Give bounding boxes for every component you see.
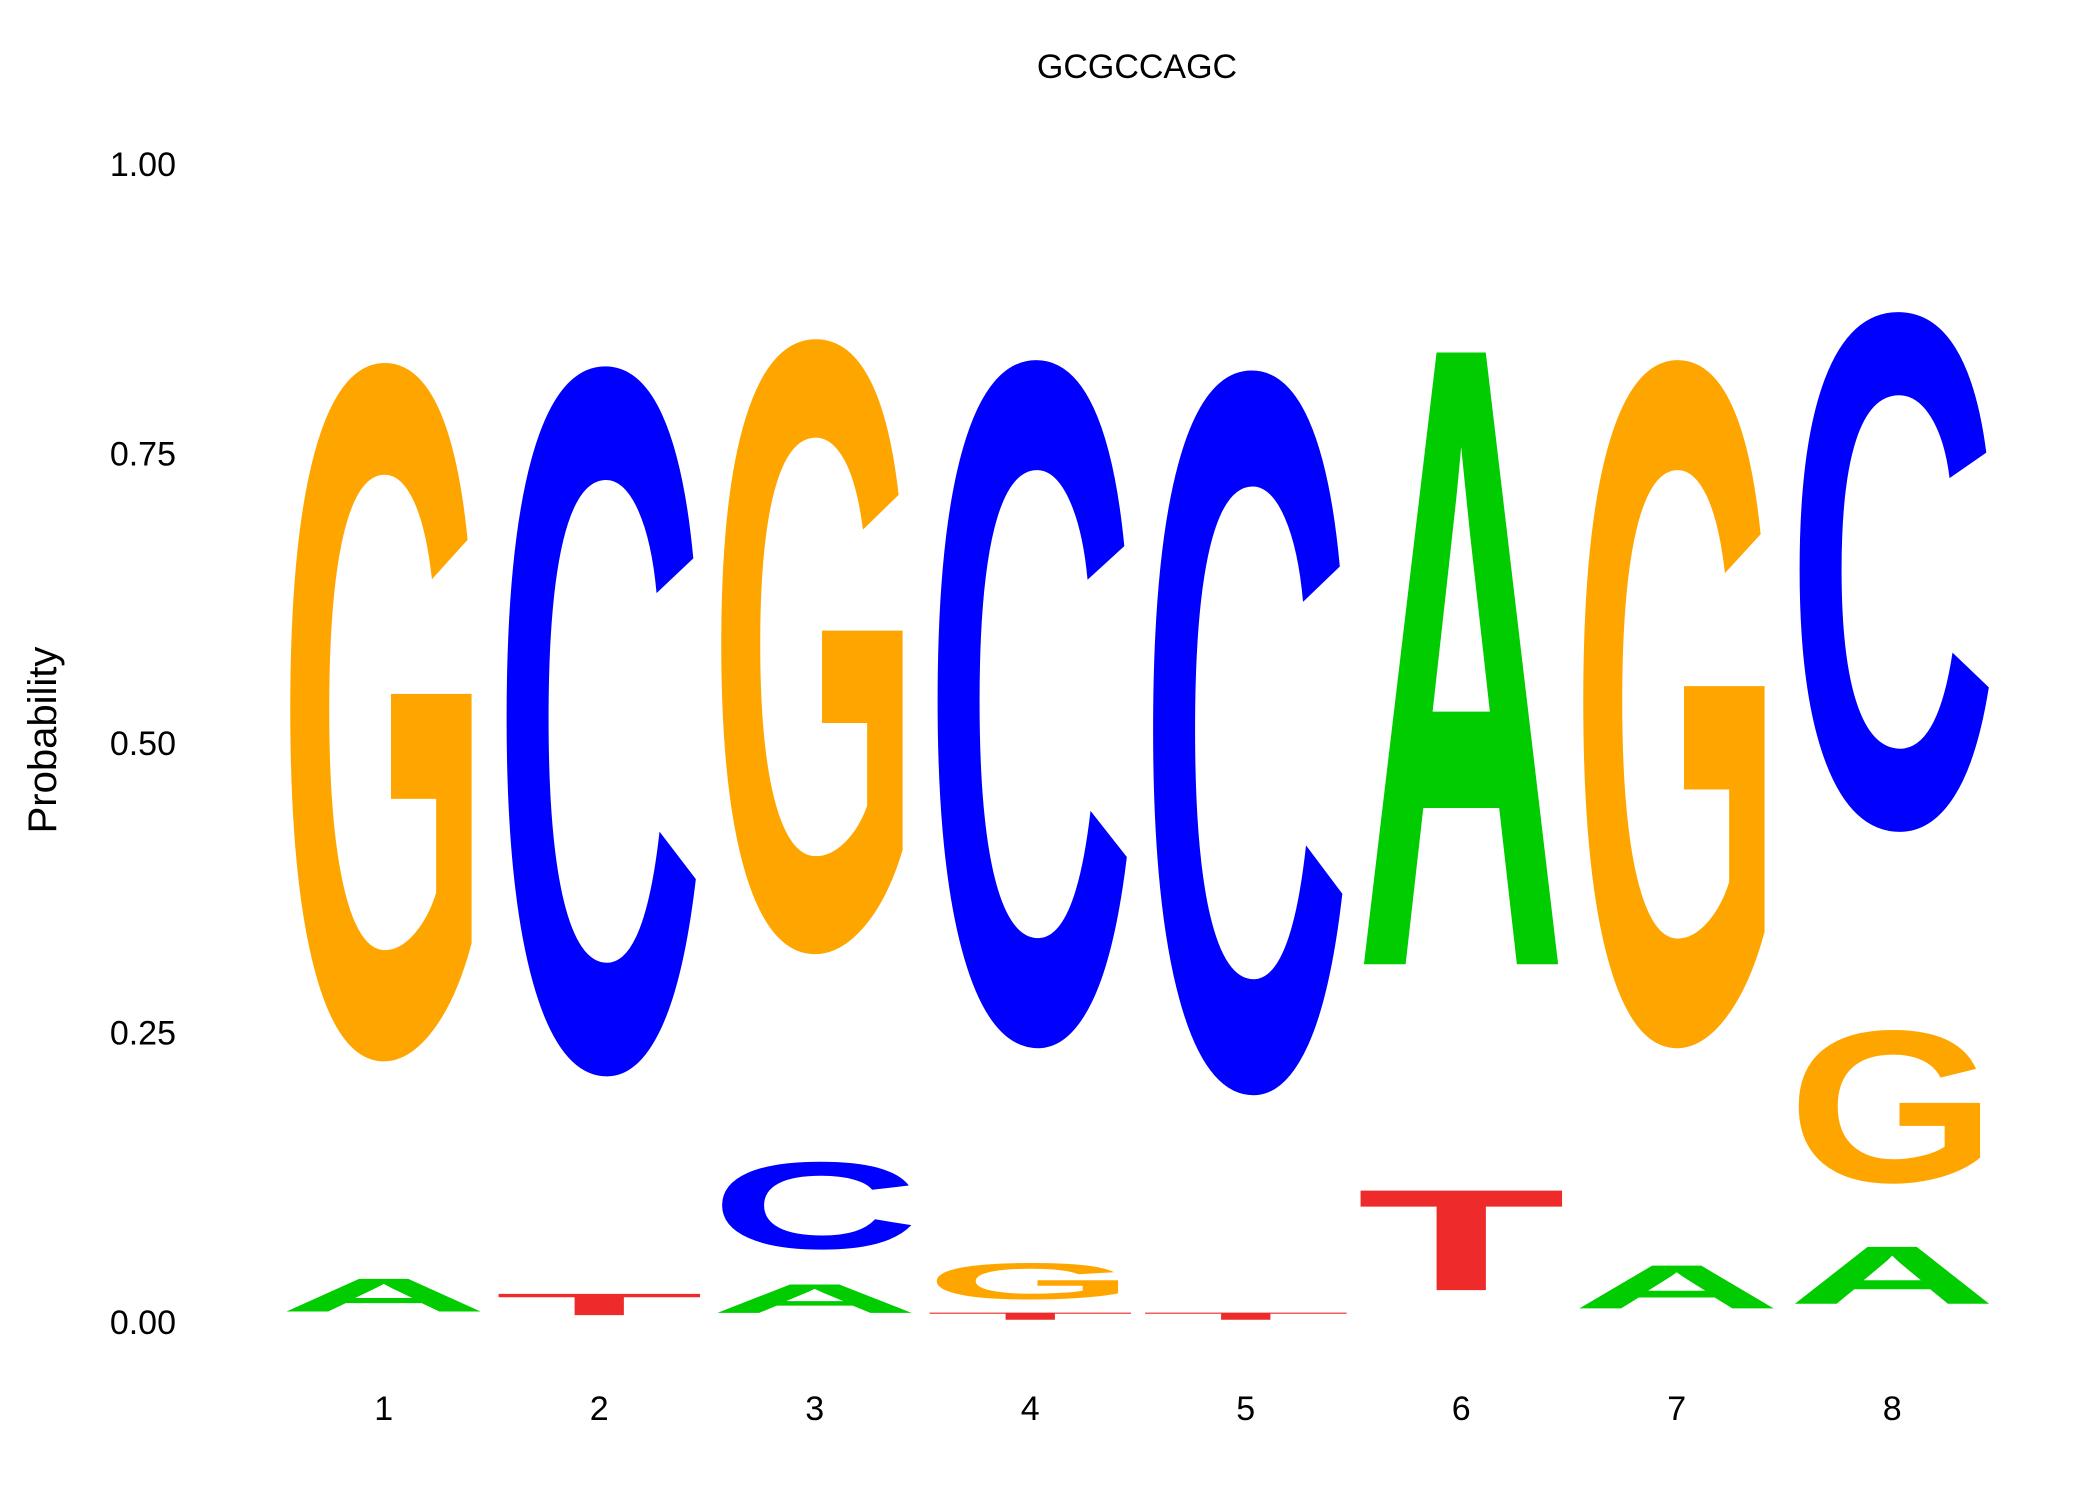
x-tick-label: 2 xyxy=(590,1390,609,1428)
chart-title: GCGCCAGC xyxy=(1037,48,1237,86)
y-tick-label: 1.00 xyxy=(110,146,176,184)
letter: G xyxy=(926,1252,1135,1310)
x-tick-label: 6 xyxy=(1452,1390,1471,1428)
x-tick-label: 1 xyxy=(374,1390,393,1428)
letter: C xyxy=(926,159,1135,1245)
letter: G xyxy=(1788,985,1997,1228)
x-tick-label: 7 xyxy=(1667,1390,1686,1428)
y-tick-label: 0.50 xyxy=(110,725,176,763)
letter: T xyxy=(1357,1159,1566,1321)
letter: A xyxy=(1572,1253,1781,1322)
letter: T xyxy=(1141,1310,1350,1322)
y-tick-label: 0.25 xyxy=(110,1015,176,1053)
letter: T xyxy=(495,1287,704,1322)
x-tick-label: 4 xyxy=(1021,1390,1040,1428)
letter: A xyxy=(1788,1229,1997,1321)
y-tick-label: 0.00 xyxy=(110,1304,176,1342)
letter: C xyxy=(1141,160,1350,1303)
letter: G xyxy=(1572,161,1781,1246)
x-tick-label: 3 xyxy=(805,1390,824,1428)
letter: C xyxy=(1788,162,1997,982)
y-tick-label: 0.75 xyxy=(110,436,176,474)
letter: A xyxy=(1357,160,1566,1154)
x-tick-label: 8 xyxy=(1883,1390,1902,1428)
letter: G xyxy=(279,161,488,1262)
letter: A xyxy=(710,1275,919,1321)
x-tick-label: 5 xyxy=(1236,1390,1255,1428)
y-axis-label: Probability xyxy=(21,647,65,834)
letter: C xyxy=(495,160,704,1280)
letter: G xyxy=(710,161,919,1131)
letter: T xyxy=(926,1310,1135,1322)
letter: C xyxy=(710,1136,919,1275)
letter: A xyxy=(279,1268,488,1321)
